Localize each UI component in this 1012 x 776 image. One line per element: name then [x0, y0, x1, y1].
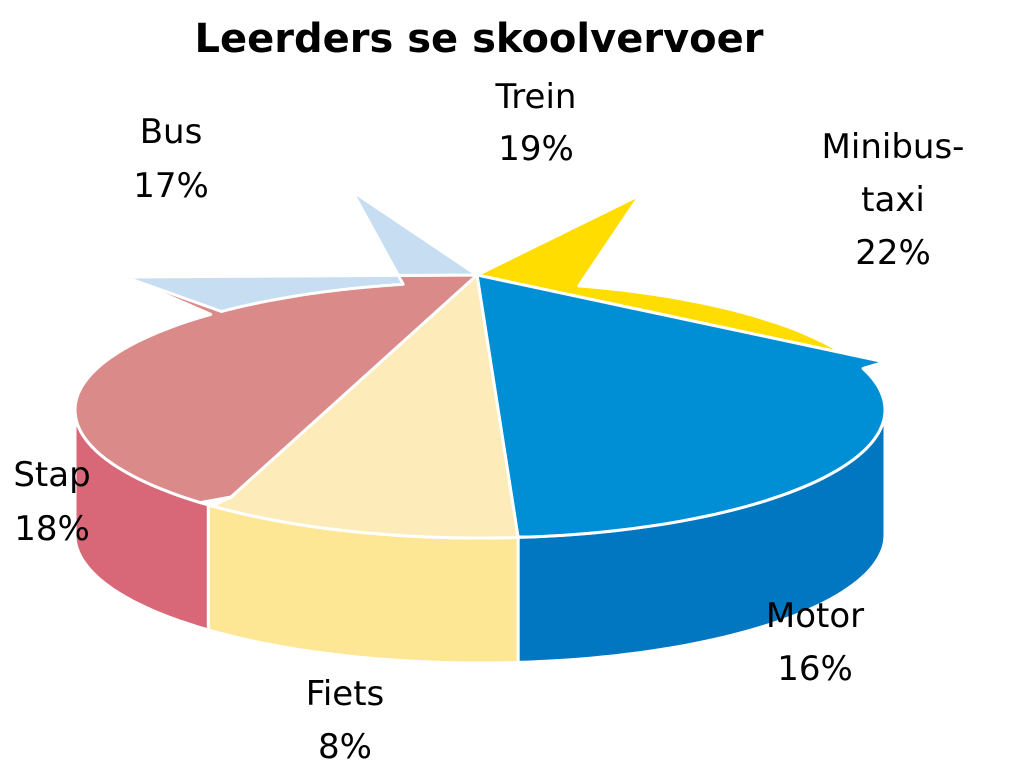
slice-label-fiets: Fiets [306, 674, 385, 714]
slice-label-bus: Bus [140, 112, 203, 152]
slice-percent-trein: 19% [498, 129, 574, 169]
slice-label-trein: Trein [495, 77, 577, 117]
slice-percent-fiets: 8% [318, 727, 372, 767]
pie-slice-motor [475, 273, 887, 539]
slice-label-motor: Motor [766, 596, 864, 636]
slice-percent-motor: 16% [777, 649, 853, 689]
slice-percent-stap: 18% [14, 509, 90, 549]
pie-top-layer [73, 189, 887, 540]
chart-title: Leerders se skoolvervoer [195, 16, 764, 62]
slice-percent-bus: 17% [133, 166, 209, 206]
pie-slice-fiets [210, 273, 520, 540]
pie-slice-stap [73, 273, 479, 505]
slice-label-stap: Stap [13, 455, 90, 495]
slice-label-taxi: taxi [861, 180, 925, 220]
pie-slice-minibustaxi [475, 193, 887, 365]
slice-percent-minibus-taxi: 22% [855, 233, 931, 273]
slice-label-minibus: Minibus- [822, 127, 965, 167]
pie-sides-layer [73, 408, 887, 665]
pie-slice-bus [123, 189, 479, 313]
